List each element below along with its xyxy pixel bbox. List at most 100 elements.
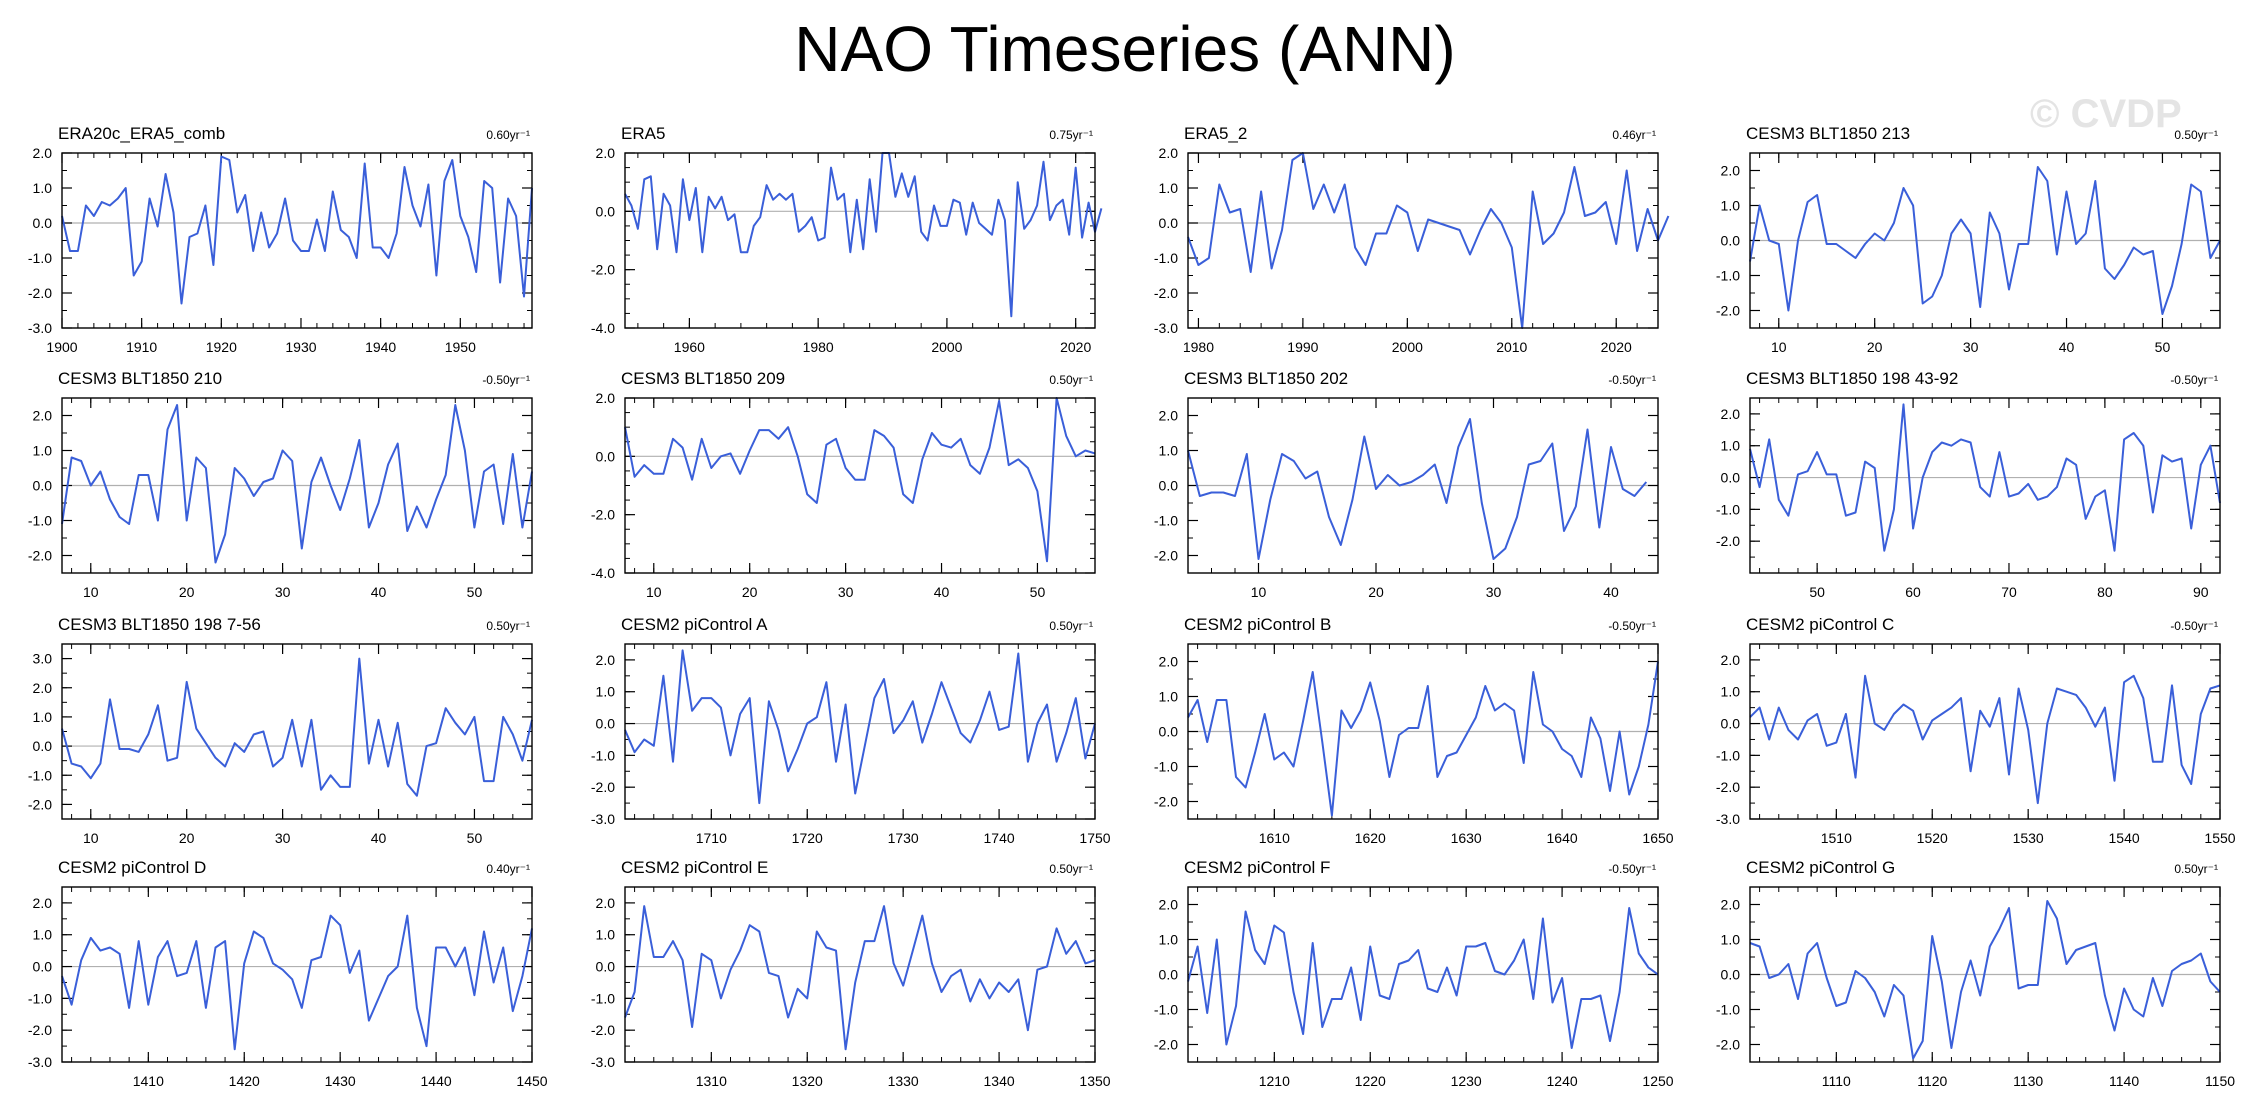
y-tick-label: 1.0: [1721, 438, 1741, 454]
plot-frame: [624, 643, 1096, 820]
y-tick-label: 2.0: [33, 895, 53, 911]
y-tick-label: 3.0: [33, 651, 53, 667]
y-tick-label: -3.0: [591, 811, 615, 827]
plot-frame: [61, 152, 533, 329]
x-tick-label: 1940: [365, 339, 396, 355]
x-tick-label: 50: [467, 584, 483, 600]
x-tick-label: 1980: [1183, 339, 1214, 355]
y-tick-label: 1.0: [1159, 932, 1179, 948]
y-tick-label: 2.0: [1159, 408, 1179, 424]
y-tick-label: 1.0: [1721, 684, 1741, 700]
x-tick-label: 90: [2193, 584, 2209, 600]
y-tick-label: 2.0: [33, 680, 53, 696]
x-tick-label: 1240: [1547, 1073, 1578, 1089]
x-tick-label: 1130: [2013, 1073, 2043, 1089]
y-tick-label: -2.0: [1716, 533, 1740, 549]
x-tick-label: 20: [1867, 339, 1883, 355]
x-tick-label: 1930: [285, 339, 316, 355]
chart-panel: ERA5_2 0.46yr⁻¹ -3.0 -2.0 -1.0 0.0 1.0 2.0 1980 1…: [1154, 124, 1670, 355]
nao-series-line: [1749, 674, 2221, 805]
y-tick-label: -1.0: [28, 990, 52, 1006]
panel-title: CESM3 BLT1850 198 43-92: [1746, 369, 1958, 388]
y-tick-label: 0.0: [596, 448, 616, 464]
x-tick-label: 20: [179, 584, 195, 600]
plot-frame: [1187, 397, 1659, 574]
trend-label: 0.50yr⁻¹: [1049, 619, 1093, 633]
x-tick-label: 30: [1486, 584, 1502, 600]
y-tick-label: 2.0: [1159, 654, 1179, 670]
x-tick-label: 50: [467, 830, 483, 846]
y-tick-label: 1.0: [1159, 689, 1179, 705]
plot-frame: [624, 397, 1096, 574]
y-tick-label: -2.0: [591, 507, 615, 523]
nao-series-line: [61, 914, 533, 1051]
x-tick-label: 20: [742, 584, 758, 600]
x-tick-label: 70: [2001, 584, 2017, 600]
plot-frame: [61, 397, 533, 574]
plot-frame: [1187, 886, 1659, 1063]
y-tick-label: -2.0: [1154, 1037, 1178, 1053]
x-tick-label: 1620: [1355, 830, 1386, 846]
y-tick-label: 0.0: [33, 478, 53, 494]
y-tick-label: 0.0: [33, 738, 53, 754]
x-tick-label: 1430: [325, 1073, 356, 1089]
chart-panel: CESM3 BLT1850 202 -0.50yr⁻¹ -2.0 -1.0 0.0 1.0…: [1154, 369, 1659, 600]
trend-label: -0.50yr⁻¹: [2170, 619, 2218, 633]
plot-frame: [1749, 643, 2221, 820]
y-tick-label: -1.0: [1716, 1002, 1740, 1018]
chart-panel: CESM2 piControl G 0.50yr⁻¹ -2.0 -1.0 0.0 1.0 2…: [1716, 858, 2235, 1089]
chart-panel: CESM2 piControl A 0.50yr⁻¹ -3.0 -2.0 -1.0 0.0…: [591, 615, 1111, 846]
y-tick-label: 0.0: [1159, 215, 1179, 231]
chart-panel: CESM3 BLT1850 213 0.50yr⁻¹ -2.0 -1.0 0.0 1.0 2…: [1716, 124, 2221, 355]
panel-title: CESM3 BLT1850 213: [1746, 124, 1910, 143]
y-tick-label: -3.0: [1154, 320, 1178, 336]
x-tick-label: 2000: [1392, 339, 1423, 355]
y-tick-label: 2.0: [596, 895, 616, 911]
x-tick-label: 1650: [1642, 830, 1673, 846]
y-tick-label: 2.0: [33, 408, 53, 424]
panel-title: CESM2 piControl B: [1184, 615, 1331, 634]
chart-panel: CESM3 BLT1850 209 0.50yr⁻¹ -4.0 -2.0 0.0 2.0 1…: [591, 369, 1096, 600]
x-tick-label: 1630: [1451, 830, 1482, 846]
panel-title: CESM3 BLT1850 202: [1184, 369, 1348, 388]
y-tick-label: 2.0: [1721, 163, 1741, 179]
x-tick-label: 1640: [1547, 830, 1578, 846]
panel-title: ERA20c_ERA5_comb: [58, 124, 225, 143]
nao-series-line: [1187, 907, 1659, 1049]
x-tick-label: 40: [934, 584, 950, 600]
x-tick-label: 1440: [421, 1073, 452, 1089]
y-tick-label: -4.0: [591, 565, 615, 581]
x-tick-label: 1710: [696, 830, 727, 846]
y-tick-label: 2.0: [596, 390, 616, 406]
x-tick-label: 1720: [792, 830, 823, 846]
y-tick-label: -3.0: [591, 1054, 615, 1070]
x-tick-label: 1990: [1287, 339, 1318, 355]
y-tick-label: 1.0: [33, 709, 53, 725]
x-tick-label: 1320: [792, 1073, 823, 1089]
x-tick-label: 40: [1603, 584, 1619, 600]
panel-title: ERA5_2: [1184, 124, 1247, 143]
x-tick-label: 1450: [516, 1073, 547, 1089]
trend-label: -0.50yr⁻¹: [1608, 619, 1656, 633]
x-tick-label: 50: [1030, 584, 1046, 600]
x-tick-label: 10: [1251, 584, 1267, 600]
y-tick-label: -2.0: [28, 548, 52, 564]
x-tick-label: 1900: [46, 339, 77, 355]
x-tick-label: 1530: [2013, 830, 2044, 846]
x-tick-label: 40: [371, 584, 387, 600]
x-tick-label: 40: [2059, 339, 2075, 355]
y-tick-label: 1.0: [1721, 198, 1741, 214]
x-tick-label: 20: [179, 830, 195, 846]
x-tick-label: 1920: [206, 339, 237, 355]
chart-panel: CESM2 piControl F -0.50yr⁻¹ -2.0 -1.0 0.0 1.0…: [1154, 858, 1674, 1089]
x-tick-label: 1550: [2204, 830, 2235, 846]
x-tick-label: 1220: [1355, 1073, 1386, 1089]
y-tick-label: 2.0: [1159, 897, 1179, 913]
y-tick-label: 2.0: [1721, 652, 1741, 668]
y-tick-label: -4.0: [591, 320, 615, 336]
y-tick-label: 1.0: [596, 927, 616, 943]
y-tick-label: -1.0: [28, 250, 52, 266]
trend-label: 0.50yr⁻¹: [2174, 862, 2218, 876]
nao-series-line: [624, 397, 1096, 563]
y-tick-label: -1.0: [591, 747, 615, 763]
